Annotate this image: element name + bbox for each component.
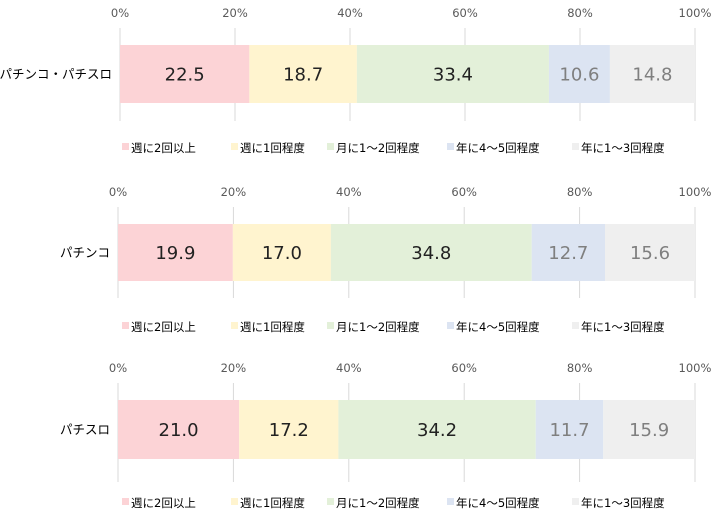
bar-segment — [330, 224, 532, 281]
legend-label: 月に1～2回程度 — [336, 320, 420, 334]
legend-label: 年に4～5回程度 — [456, 496, 540, 510]
data-label: 21.0 — [159, 420, 199, 441]
x-tick-label: 0% — [109, 185, 127, 199]
data-label: 19.9 — [155, 243, 195, 264]
bar-segment — [548, 45, 610, 103]
legend-label: 週に2回以上 — [131, 141, 196, 155]
bar-segment — [249, 45, 357, 103]
legend-label: 週に1回程度 — [240, 141, 305, 155]
data-label: 18.7 — [283, 65, 323, 86]
data-label: 34.2 — [417, 420, 457, 441]
legend-swatch — [231, 322, 238, 329]
legend-swatch — [327, 322, 334, 329]
bar-segment — [118, 224, 233, 281]
bar-segment — [535, 400, 604, 459]
x-tick-label: 20% — [221, 185, 247, 199]
legend-swatch — [327, 143, 334, 150]
legend-label: 月に1～2回程度 — [336, 496, 420, 510]
legend-label: 年に1～3回程度 — [581, 141, 665, 155]
bar-segment — [609, 45, 695, 103]
legend-swatch — [572, 322, 579, 329]
x-tick-label: 80% — [567, 361, 593, 375]
data-label: 33.4 — [433, 65, 473, 86]
data-label: 34.8 — [411, 243, 451, 264]
x-tick-label: 20% — [222, 6, 248, 20]
legend-swatch — [447, 143, 454, 150]
category-label: パチンコ・パチスロ — [0, 67, 112, 82]
bar-segment — [120, 45, 250, 103]
legend-swatch — [231, 498, 238, 505]
x-tick-label: 40% — [336, 185, 362, 199]
legend-swatch — [447, 322, 454, 329]
data-label: 15.9 — [629, 420, 669, 441]
legend-label: 年に4～5回程度 — [456, 141, 540, 155]
legend-label: 月に1～2回程度 — [336, 141, 420, 155]
data-label: 12.7 — [548, 243, 588, 264]
bar-segment — [118, 400, 240, 459]
x-tick-label: 80% — [567, 6, 593, 20]
category-label: パチンコ — [60, 245, 110, 260]
x-tick-label: 60% — [452, 6, 478, 20]
bar-segment — [531, 224, 605, 281]
x-tick-label: 40% — [337, 6, 363, 20]
bar-segment — [603, 400, 695, 459]
x-tick-label: 0% — [111, 6, 129, 20]
bar-segment — [604, 224, 695, 281]
legend-label: 週に1回程度 — [240, 320, 305, 334]
data-label: 11.7 — [549, 420, 589, 441]
legend-swatch — [231, 143, 238, 150]
legend-label: 年に1～3回程度 — [581, 320, 665, 334]
data-label: 15.6 — [630, 243, 670, 264]
legend-label: 週に2回以上 — [131, 496, 196, 510]
data-label: 17.2 — [269, 420, 309, 441]
bar-segment — [239, 400, 339, 459]
x-tick-label: 80% — [567, 185, 593, 199]
legend-swatch — [572, 143, 579, 150]
legend-label: 週に2回以上 — [131, 320, 196, 334]
data-label: 17.0 — [262, 243, 302, 264]
legend-swatch — [122, 143, 129, 150]
legend-swatch — [572, 498, 579, 505]
legend-swatch — [122, 498, 129, 505]
x-tick-label: 100% — [679, 185, 712, 199]
x-tick-label: 60% — [451, 185, 477, 199]
x-tick-label: 0% — [109, 361, 127, 375]
x-tick-label: 60% — [451, 361, 477, 375]
data-label: 22.5 — [165, 65, 205, 86]
legend-swatch — [447, 498, 454, 505]
bar-segment — [356, 45, 549, 103]
legend-label: 年に4～5回程度 — [456, 320, 540, 334]
legend-swatch — [122, 322, 129, 329]
data-label: 14.8 — [632, 65, 672, 86]
legend-label: 週に1回程度 — [240, 496, 305, 510]
category-label: パチスロ — [60, 422, 110, 437]
bar-segment — [338, 400, 536, 459]
x-tick-label: 100% — [679, 6, 712, 20]
x-tick-label: 40% — [336, 361, 362, 375]
x-tick-label: 100% — [679, 361, 712, 375]
x-tick-label: 20% — [221, 361, 247, 375]
legend-swatch — [327, 498, 334, 505]
data-label: 10.6 — [559, 65, 599, 86]
legend-label: 年に1～3回程度 — [581, 496, 665, 510]
bar-segment — [232, 224, 331, 281]
